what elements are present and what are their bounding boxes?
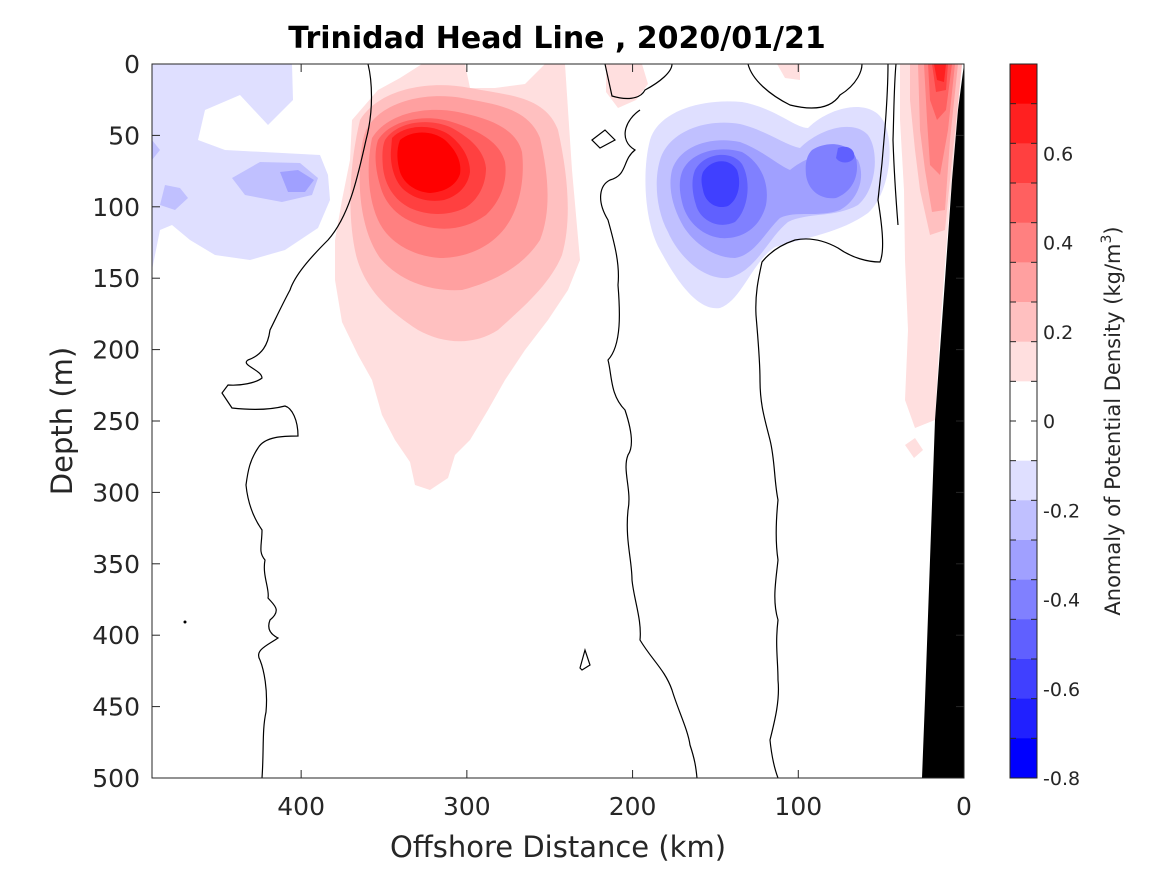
contour-fill-pos-0.8-offshore <box>397 132 461 193</box>
colorbar-band-11 <box>1010 500 1037 541</box>
colorbar-band-14 <box>1010 619 1037 660</box>
colorbar-band-4 <box>1010 222 1037 263</box>
colorbar-band-6 <box>1010 302 1037 343</box>
contour-fill-pos-0.1-small-b <box>777 64 800 80</box>
y-axis-label: Depth (m) <box>45 347 79 495</box>
zero-contour-line-1 <box>221 63 373 779</box>
colorbar-band-9 <box>1010 421 1037 462</box>
contour-fill-neg-0.6-central <box>701 161 740 208</box>
y-tick-label-350: 350 <box>92 550 140 579</box>
colorbar-tick-label-7: -0.8 <box>1043 768 1080 790</box>
contour-dot <box>183 620 187 624</box>
colorbar-label: Anomaly of Potential Density (kg/m3) <box>1099 226 1125 615</box>
colorbar-band-3 <box>1010 183 1037 224</box>
y-tick-label-450: 450 <box>92 693 140 722</box>
y-axis-ticks: 0 50 100 150 200 250 300 350 400 450 500 <box>92 50 964 793</box>
colorbar-band-12 <box>1010 540 1037 581</box>
y-tick-label-400: 400 <box>92 621 140 650</box>
x-tick-label-400: 400 <box>277 792 325 821</box>
colorbar-label-main: Anomaly of Potential Density (kg/m <box>1101 244 1125 616</box>
y-tick-label-100: 100 <box>92 193 140 222</box>
colorbar-frame <box>1009 63 1038 779</box>
x-tick-label-200: 200 <box>609 792 657 821</box>
contour-fill-pos-0.7-nearshore <box>934 64 946 82</box>
y-tick-label-500: 500 <box>92 764 140 793</box>
colorbar-tick-label-4: -0.2 <box>1043 500 1080 522</box>
colorbar-bands <box>1010 64 1037 779</box>
y-tick-label-250: 250 <box>92 407 140 436</box>
colorbar-band-1 <box>1010 103 1037 144</box>
zero-contour-line-3 <box>747 63 889 779</box>
zero-contour-small-loop <box>579 647 591 671</box>
negative-anomaly-fills <box>152 64 890 309</box>
y-tick-label-200: 200 <box>92 336 140 365</box>
colorbar-band-7 <box>1010 341 1037 382</box>
colorbar-ticks: 0.6 0.4 0.2 0 -0.2 -0.4 -0.6 -0.8 <box>1043 143 1080 790</box>
colorbar-label-superscript: 3 <box>1099 235 1115 244</box>
colorbar-tick-label-6: -0.6 <box>1043 679 1080 701</box>
y-tick-label-150: 150 <box>92 264 140 293</box>
colorbar-band-10 <box>1010 460 1037 501</box>
x-axis-ticks: 400 300 200 100 0 <box>277 64 972 821</box>
y-tick-label-300: 300 <box>92 478 140 507</box>
colorbar-label-end: ) <box>1101 226 1125 234</box>
colorbar-band-8 <box>1010 381 1037 422</box>
y-tick-label-0: 0 <box>124 50 140 79</box>
zero-contour-line-4 <box>892 63 899 226</box>
contour-fill-neg-0.1-offshore <box>152 64 330 270</box>
bathymetry-seafloor <box>922 64 964 778</box>
zero-contour-lines <box>221 63 899 779</box>
colorbar-tick-label-0: 0.6 <box>1043 143 1073 165</box>
zero-contour-line-2 <box>591 63 698 779</box>
colorbar-band-17 <box>1010 738 1037 779</box>
x-tick-label-0: 0 <box>956 792 972 821</box>
y-tick-label-50: 50 <box>108 121 140 150</box>
colorbar-tick-label-5: -0.4 <box>1043 590 1080 612</box>
plot-area: 400 300 200 100 0 0 50 100 150 200 250 300 350 400 45… <box>92 50 972 821</box>
contour-fill-neg-0.2-offshore <box>152 140 318 210</box>
colorbar-band-15 <box>1010 659 1037 700</box>
colorbar-band-13 <box>1010 579 1037 620</box>
x-tick-label-100: 100 <box>774 792 822 821</box>
colorbar-tick-label-3: 0 <box>1043 411 1055 433</box>
contour-fill-neg-0.3-offshore <box>280 170 314 192</box>
positive-anomaly-fills <box>335 64 962 490</box>
chart-title: Trinidad Head Line , 2020/01/21 <box>288 21 825 56</box>
colorbar-band-5 <box>1010 262 1037 303</box>
colorbar: 0.6 0.4 0.2 0 -0.2 -0.4 -0.6 -0.8 Anomaly of Po… <box>1009 63 1125 790</box>
colorbar-band-16 <box>1010 698 1037 739</box>
colorbar-band-2 <box>1010 143 1037 184</box>
x-axis-label: Offshore Distance (km) <box>390 830 726 864</box>
colorbar-tick-label-1: 0.4 <box>1043 233 1073 255</box>
colorbar-band-0 <box>1010 64 1037 105</box>
colorbar-tick-label-2: 0.2 <box>1043 322 1073 344</box>
x-tick-label-300: 300 <box>443 792 491 821</box>
